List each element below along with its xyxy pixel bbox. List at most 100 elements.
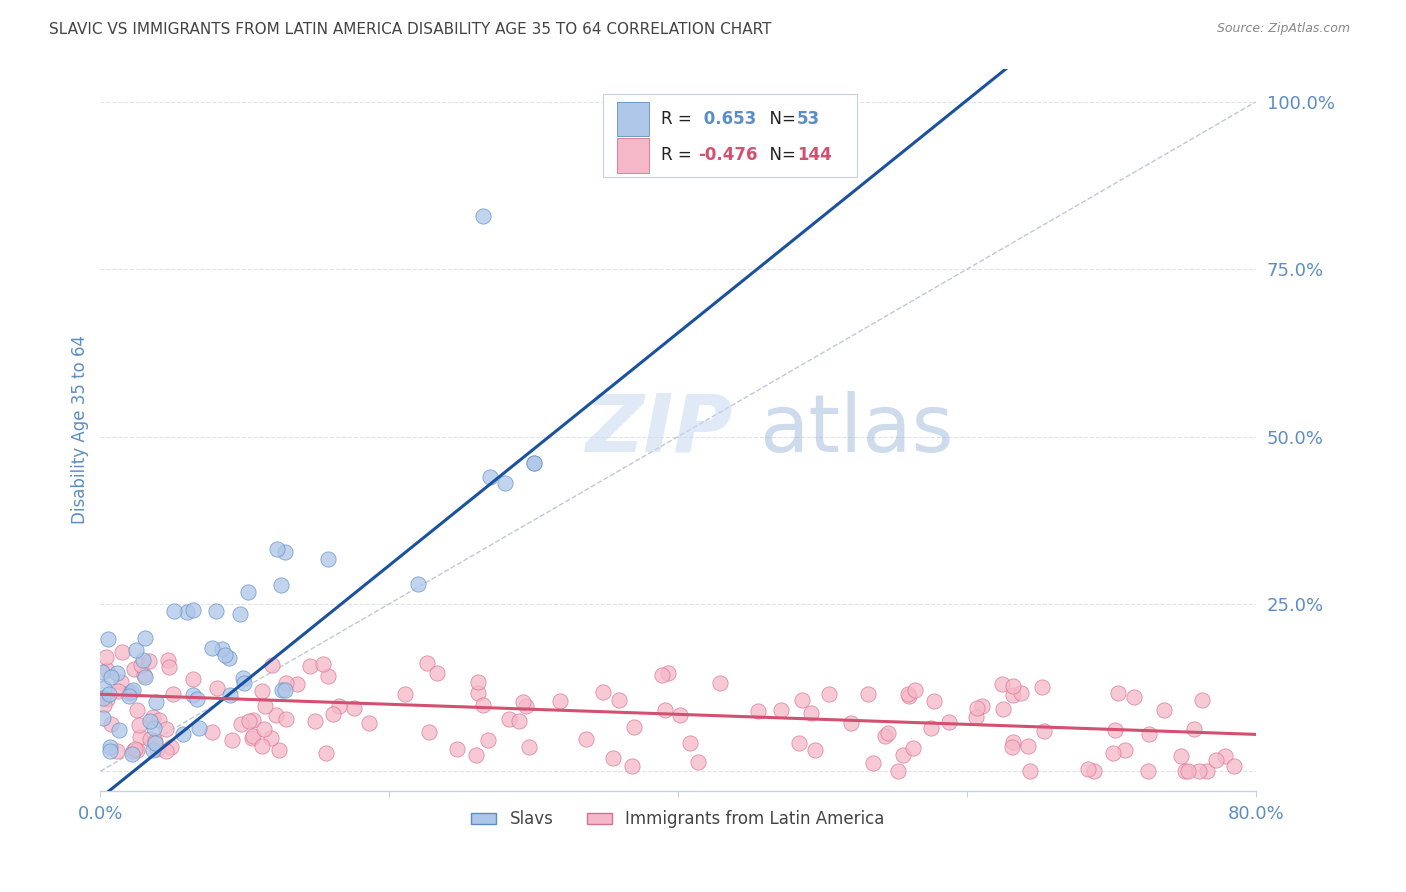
Point (276, 675, 298, 690)
Point (1223, 759, 1246, 773)
Point (621, 758, 644, 772)
Point (1122, 690, 1144, 705)
Point (322, 706, 344, 721)
Point (162, 604, 184, 618)
Point (770, 703, 793, 717)
Point (938, 715, 960, 730)
Point (186, 691, 208, 706)
Point (1177, 764, 1199, 779)
Point (316, 552, 339, 566)
Point (877, 725, 900, 739)
Point (233, 676, 256, 690)
Point (218, 688, 240, 702)
Point (205, 604, 228, 618)
Text: R =: R = (661, 110, 696, 128)
Point (129, 731, 152, 745)
Point (1174, 764, 1197, 779)
Point (991, 676, 1014, 690)
Point (162, 687, 184, 701)
Point (90, 665, 112, 679)
Point (267, 743, 290, 757)
Point (1017, 739, 1039, 753)
Point (575, 732, 598, 747)
Point (1002, 688, 1025, 702)
Point (965, 710, 987, 724)
Point (270, 578, 292, 592)
Point (679, 735, 702, 749)
Point (98, 744, 121, 758)
Point (901, 741, 924, 756)
Point (1191, 693, 1213, 707)
Point (134, 631, 156, 645)
Point (201, 724, 224, 739)
Point (91, 691, 114, 706)
Point (127, 743, 149, 757)
Point (406, 577, 429, 591)
Point (1010, 686, 1032, 700)
Point (146, 741, 169, 756)
Point (477, 732, 499, 747)
Point (804, 743, 827, 757)
Point (98, 687, 121, 701)
Point (132, 653, 155, 667)
Point (922, 694, 945, 708)
Point (669, 708, 692, 723)
Point (100, 739, 122, 754)
Point (211, 641, 233, 656)
Point (96, 663, 118, 677)
Point (1001, 739, 1024, 754)
Point (105, 744, 128, 758)
Point (148, 713, 170, 727)
Point (747, 704, 769, 718)
Point (446, 741, 468, 756)
Point (253, 699, 276, 714)
Point (181, 602, 204, 616)
Point (172, 726, 194, 740)
Point (157, 659, 180, 673)
Point (107, 683, 129, 698)
Point (96, 649, 118, 664)
Point (966, 701, 988, 715)
Point (298, 658, 321, 673)
Point (602, 751, 624, 765)
Point (426, 665, 449, 680)
Point (1136, 764, 1159, 779)
Point (357, 716, 380, 731)
Point (651, 667, 673, 681)
Point (122, 683, 145, 698)
Text: 144: 144 (797, 146, 832, 164)
Point (304, 714, 326, 728)
Point (134, 668, 156, 682)
Text: 53: 53 (797, 110, 820, 128)
Point (141, 743, 163, 757)
Point (145, 695, 167, 709)
Point (886, 764, 908, 779)
Point (274, 712, 297, 726)
Point (155, 722, 177, 736)
Point (221, 732, 243, 747)
Point (515, 699, 537, 714)
Point (970, 699, 993, 714)
Point (139, 714, 162, 728)
Point (416, 657, 439, 671)
Point (143, 736, 166, 750)
Point (1102, 746, 1125, 760)
Point (592, 685, 614, 699)
Point (156, 653, 179, 667)
Point (315, 746, 337, 760)
Point (479, 469, 502, 483)
Point (128, 717, 150, 731)
Point (93, 681, 115, 695)
Point (176, 605, 198, 619)
Point (138, 654, 160, 668)
Point (229, 607, 252, 621)
Point (127, 702, 149, 716)
Point (122, 662, 145, 676)
Point (1031, 680, 1053, 694)
Text: N=: N= (759, 146, 801, 164)
Point (97, 632, 120, 646)
Point (1104, 723, 1126, 737)
Point (1188, 764, 1211, 779)
Point (100, 717, 122, 731)
Point (121, 744, 143, 758)
